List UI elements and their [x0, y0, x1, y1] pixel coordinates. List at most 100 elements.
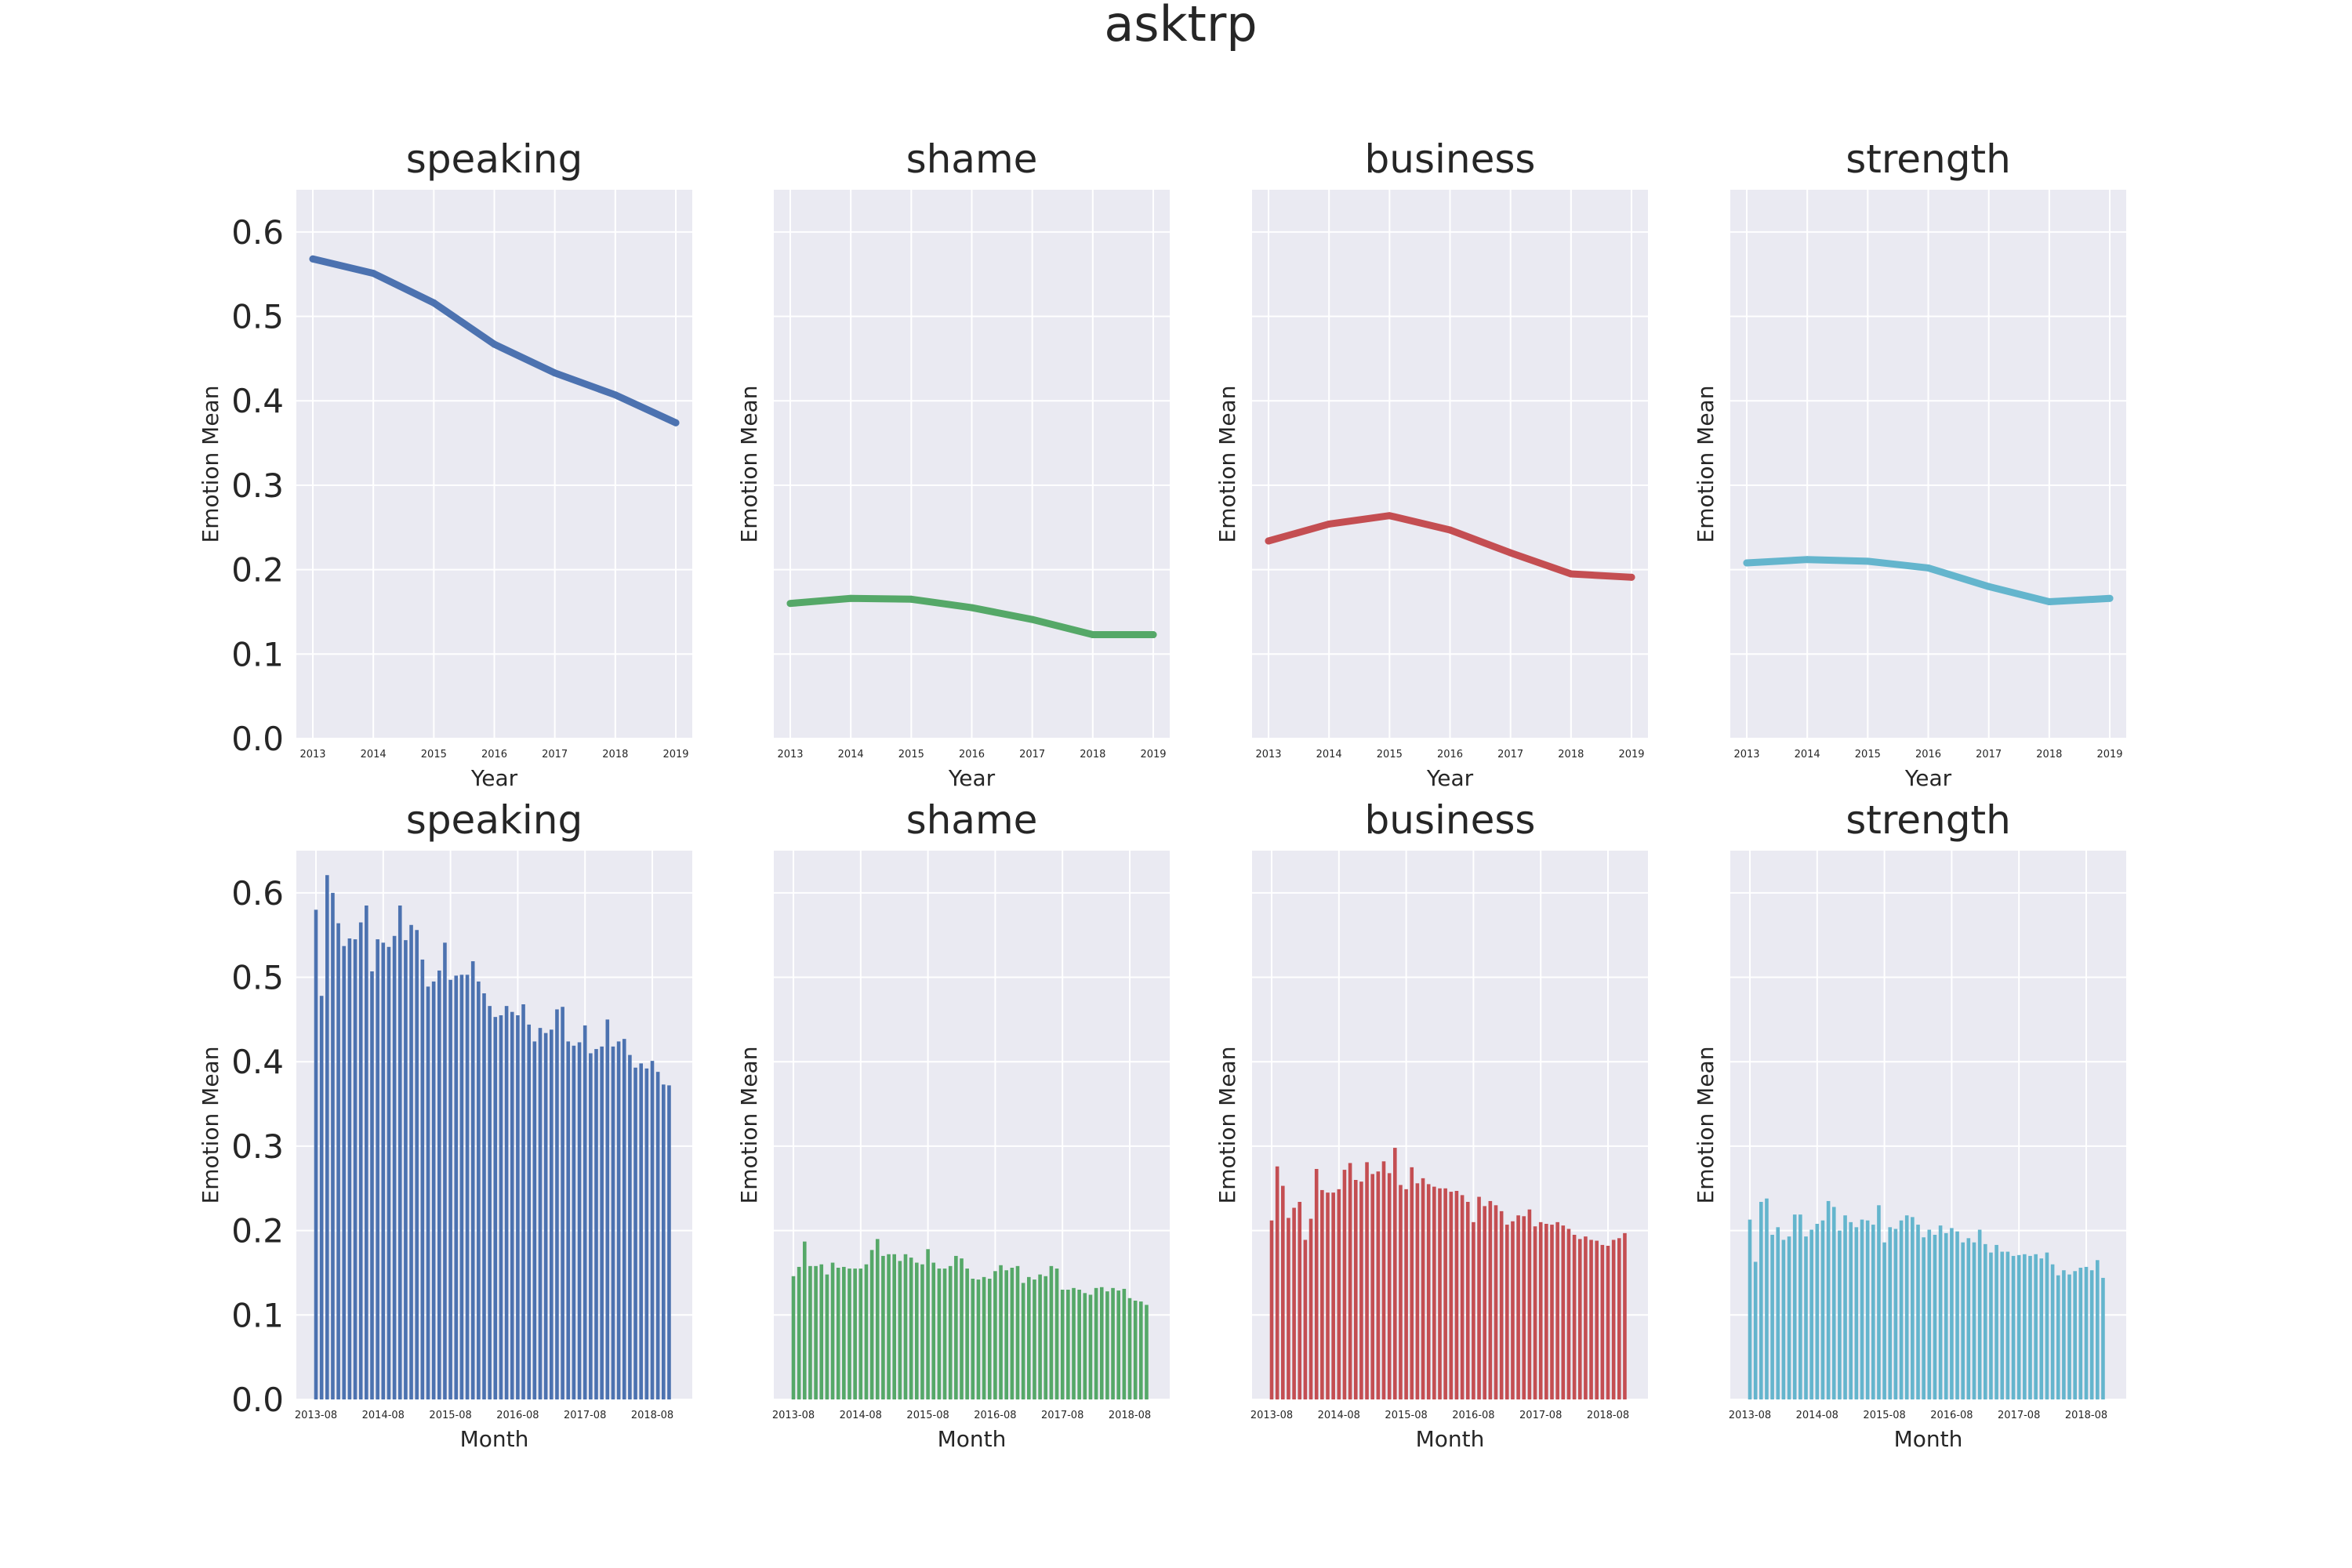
bar: [1298, 1202, 1302, 1399]
bar: [1589, 1240, 1593, 1399]
bar: [1269, 1220, 1274, 1399]
x-tick-label: 2014-08: [840, 1410, 882, 1421]
bar: [1516, 1215, 1520, 1399]
data-point: [1325, 520, 1333, 528]
bar: [797, 1266, 801, 1399]
bar: [1555, 1221, 1559, 1399]
bar: [1527, 1209, 1532, 1399]
bar: [1443, 1188, 1447, 1399]
bar: [1004, 1270, 1008, 1399]
data-point: [1446, 526, 1454, 534]
bar: [1454, 1191, 1459, 1399]
y-tick-label: 0.6: [231, 213, 284, 252]
bar: [1027, 1276, 1031, 1399]
bar: [319, 996, 324, 1399]
bar: [594, 1049, 598, 1399]
bar: [415, 930, 419, 1399]
bar: [1331, 1192, 1335, 1399]
bar: [381, 942, 386, 1399]
bar: [336, 923, 340, 1399]
bar: [426, 986, 430, 1399]
x-tick-label: 2017-08: [1041, 1410, 1083, 1421]
x-tick-label: 2016: [481, 749, 507, 760]
bar: [830, 1262, 835, 1399]
bar: [1765, 1198, 1769, 1399]
x-tick-label: 2019: [1618, 749, 1644, 760]
bar: [875, 1239, 880, 1399]
bar: [1376, 1171, 1381, 1399]
y-tick-label: 0.0: [231, 1381, 284, 1419]
bar: [1623, 1232, 1627, 1399]
data-point: [1089, 631, 1097, 639]
bar: [887, 1254, 891, 1399]
x-tick-label: 2015-08: [1385, 1410, 1427, 1421]
data-point: [907, 595, 915, 603]
data-point: [1149, 631, 1157, 639]
data-point: [1507, 549, 1515, 557]
bar: [2034, 1254, 2038, 1399]
bar: [864, 1264, 869, 1399]
bar: [1499, 1210, 1504, 1399]
bar: [1077, 1290, 1081, 1399]
bar: [881, 1255, 885, 1399]
bar: [2096, 1260, 2100, 1399]
data-point: [2045, 598, 2053, 606]
x-tick-label: 2018: [602, 749, 628, 760]
y-axis-label: Emotion Mean: [736, 1047, 762, 1204]
bar: [1122, 1288, 1127, 1399]
bar: [1911, 1217, 1915, 1399]
bar: [1950, 1228, 1954, 1399]
bar: [1449, 1192, 1454, 1399]
bar: [937, 1269, 942, 1399]
bar: [1882, 1242, 1886, 1399]
subplot-title: speaking: [406, 797, 583, 843]
x-tick-label: 2013-08: [1250, 1410, 1293, 1421]
bar: [577, 1042, 582, 1399]
x-tick-label: 2019: [662, 749, 688, 760]
bar: [493, 1017, 498, 1399]
bar: [1550, 1225, 1554, 1399]
bar: [477, 981, 481, 1399]
x-tick-label: 2015: [1855, 749, 1881, 760]
bar: [976, 1279, 981, 1399]
data-point: [2106, 594, 2114, 602]
bar: [1072, 1287, 1076, 1399]
bar: [1275, 1166, 1279, 1399]
bar: [1292, 1207, 1296, 1399]
y-tick-label: 0.5: [231, 298, 284, 336]
bar: [331, 892, 335, 1399]
bar: [1308, 1218, 1313, 1399]
bar: [915, 1262, 919, 1399]
bar: [2101, 1277, 2105, 1399]
bar: [521, 1004, 525, 1399]
bar: [1961, 1242, 1965, 1399]
subplot-speaking-monthly: 0.0 0.1 0.2 0.3 0.4 0.5 0.6 speaking Month Emotio…: [198, 797, 692, 1452]
x-tick-label: 2013-08: [1729, 1410, 1771, 1421]
x-tick-label: 2018-08: [631, 1410, 673, 1421]
data-point: [1925, 564, 1932, 572]
bar: [1972, 1242, 1976, 1399]
bar: [892, 1254, 896, 1399]
x-axis-label: Year: [470, 765, 518, 791]
bar: [532, 1041, 537, 1399]
subplot-shame-yearly: shame Year Emotion Mean 2013 2014 2015 2016 201…: [736, 136, 1170, 791]
bar: [431, 981, 436, 1399]
x-tick-label: 2015: [1377, 749, 1403, 760]
bar: [1831, 1207, 1836, 1399]
bar: [926, 1249, 930, 1399]
x-tick-label: 2018: [2036, 749, 2062, 760]
bar: [404, 940, 408, 1399]
bar: [1139, 1301, 1143, 1399]
bar: [1966, 1238, 1971, 1399]
x-tick-label: 2014: [1316, 749, 1342, 760]
x-tick-label: 2017: [1976, 749, 2002, 760]
data-point: [309, 255, 317, 263]
bar: [448, 979, 452, 1399]
subplot-title: shame: [906, 797, 1038, 843]
bar: [633, 1067, 637, 1399]
bar: [1381, 1161, 1386, 1399]
x-tick-label: 2018-08: [1109, 1410, 1151, 1421]
bar: [1792, 1214, 1797, 1399]
bar: [2062, 1270, 2066, 1399]
subplot-title: business: [1365, 136, 1536, 182]
